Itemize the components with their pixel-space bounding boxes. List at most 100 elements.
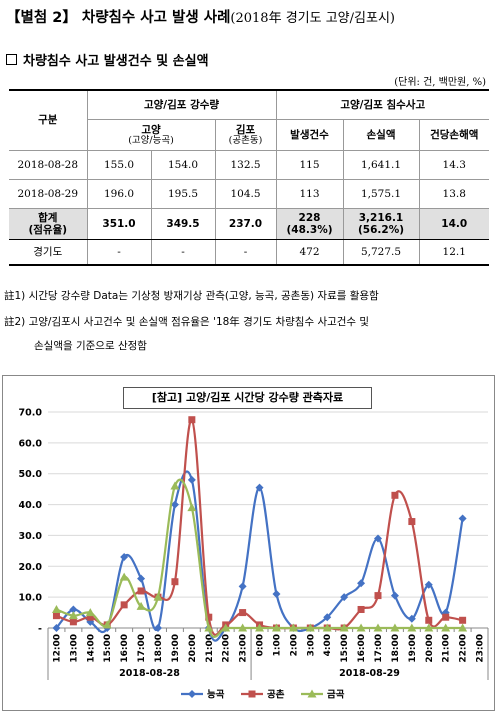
x-tick-label: 2:00 <box>289 634 299 656</box>
data-point <box>170 500 179 509</box>
x-tick-label: 20:00 <box>425 634 435 663</box>
x-tick-label: 22:00 <box>459 634 469 663</box>
data-point <box>68 611 78 620</box>
cell-gimpo: - <box>214 239 277 266</box>
header-accident: 고양/김포 침수사고 <box>275 89 489 120</box>
data-point <box>442 613 450 621</box>
title-sub: (2018年 경기도 고양/김포시) <box>230 11 395 26</box>
data-point <box>441 623 451 632</box>
cell-count: 472 <box>275 239 344 266</box>
data-point <box>221 623 231 632</box>
series-line <box>56 418 463 636</box>
sum-loss-share: (56.2%) <box>357 224 405 236</box>
data-point <box>390 623 400 632</box>
x-tick-label: 16:00 <box>357 634 367 663</box>
x-tick-label: 23:00 <box>239 634 249 663</box>
cell-goyang-2: - <box>150 239 216 266</box>
sum-perloss: 14.0 <box>418 208 489 240</box>
data-point <box>205 613 213 621</box>
x-tick-label: 17:00 <box>374 634 384 663</box>
cell-perloss: 12.1 <box>418 239 489 266</box>
data-point <box>374 592 382 600</box>
data-point <box>136 601 146 610</box>
cell-count: 113 <box>275 179 344 209</box>
note-1: 註1) 시간당 강수량 Data는 기상청 방재기상 관측(고양, 능곡, 공촌… <box>4 290 379 302</box>
data-point <box>188 416 196 424</box>
x-tick-label: 14:00 <box>86 634 96 663</box>
data-point <box>255 623 265 632</box>
data-point <box>119 572 129 581</box>
data-point <box>188 690 196 698</box>
chart-svg: 70.0 60.0 50.0 40.0 30.0 20.0 10.0 -12:00 13:00 1… <box>19 408 489 701</box>
data-point <box>390 591 399 600</box>
y-tick-label: - <box>38 624 42 635</box>
data-point <box>137 574 146 583</box>
unit-label: (단위: 건, 백만원, %) <box>394 77 486 88</box>
cell-goyang-1: - <box>86 239 152 266</box>
data-point <box>120 553 129 562</box>
header-goyang: 고양 (고양/능곡) <box>86 119 216 151</box>
note-2: 註2) 고양/김포시 사고건수 및 손실액 점유율은 '18年 경기도 차량침수… <box>4 316 370 328</box>
note-2-cont: 손실액을 기준으로 산정함 <box>34 340 147 352</box>
cell-goyang-2: 195.5 <box>150 179 216 209</box>
section-title: 차량침수 사고 발생건수 및 손실액 <box>6 50 209 69</box>
x-tick-label: 12:00 <box>52 634 62 663</box>
data-point <box>305 623 315 632</box>
data-point <box>322 623 332 632</box>
table-row: 2018-08-29 196.0 195.5 104.5 113 1,575.1… <box>9 179 489 209</box>
table-sum-row: 합계 (점유율) 351.0 349.5 237.0 228 (48.3%) 3… <box>9 208 489 240</box>
data-point <box>187 475 196 484</box>
header-loss: 손실액 <box>342 119 420 151</box>
x-tick-label: 18:00 <box>154 634 164 663</box>
cell-loss: 1,641.1 <box>342 150 420 180</box>
x-tick-label: 20:00 <box>188 634 198 663</box>
cell-goyang-1: 196.0 <box>86 179 152 209</box>
data-point <box>356 623 366 632</box>
sum-label-2: (점유율) <box>28 224 68 236</box>
x-tick-label: 19:00 <box>408 634 418 663</box>
data-point <box>391 491 399 499</box>
data-point <box>357 605 365 613</box>
data-point <box>272 590 281 599</box>
row-label: 경기도 <box>9 239 88 266</box>
data-point <box>239 609 247 617</box>
data-point <box>69 618 77 626</box>
data-point <box>86 617 95 626</box>
cell-goyang-1: 155.0 <box>86 150 152 180</box>
data-point <box>424 623 434 632</box>
x-tick-label: 21:00 <box>205 634 215 663</box>
table-header-row: 구분 고양/김포 강수량 고양/김포 침수사고 <box>9 89 489 151</box>
cell-loss: 1,575.1 <box>342 179 420 209</box>
cell-perloss: 13.8 <box>418 179 489 209</box>
data-point <box>153 592 163 601</box>
sum-label-1: 합계 <box>38 211 58 224</box>
data-point <box>238 582 247 591</box>
sum-count: 228 (48.3%) <box>275 208 344 240</box>
sum-count-value: 228 <box>298 211 321 224</box>
data-point <box>407 623 417 632</box>
header-perloss: 건당손해액 <box>418 119 489 151</box>
x-tick-label: 0:00 <box>256 634 266 656</box>
data-point <box>86 613 94 621</box>
table-row: 2018-08-28 155.0 154.0 132.5 115 1,641.1… <box>9 150 489 180</box>
sum-loss-value: 3,216.1 <box>358 211 404 224</box>
data-point <box>238 623 248 632</box>
legend-label: 금곡 <box>327 690 345 701</box>
x-tick-label: 4:00 <box>323 634 333 656</box>
y-tick-label: 20.0 <box>19 562 43 573</box>
data-point <box>408 518 416 526</box>
sum-label: 합계 (점유율) <box>9 208 88 240</box>
y-tick-label: 10.0 <box>19 593 43 604</box>
x-tick-label: 18:00 <box>391 634 401 663</box>
data-point <box>425 616 433 624</box>
header-rain: 고양/김포 강수량 <box>86 89 277 120</box>
sum-gimpo: 237.0 <box>214 208 277 240</box>
header-gimpo: 김포 (공촌동) <box>214 119 277 151</box>
x-tick-label: 13:00 <box>69 634 79 663</box>
data-point <box>102 620 112 629</box>
header-goyang-label: 고양 <box>141 123 161 136</box>
x-tick-label: 22:00 <box>222 634 232 663</box>
data-point <box>458 514 467 523</box>
x-tick-label: 1:00 <box>272 634 282 656</box>
data-point <box>288 623 298 632</box>
